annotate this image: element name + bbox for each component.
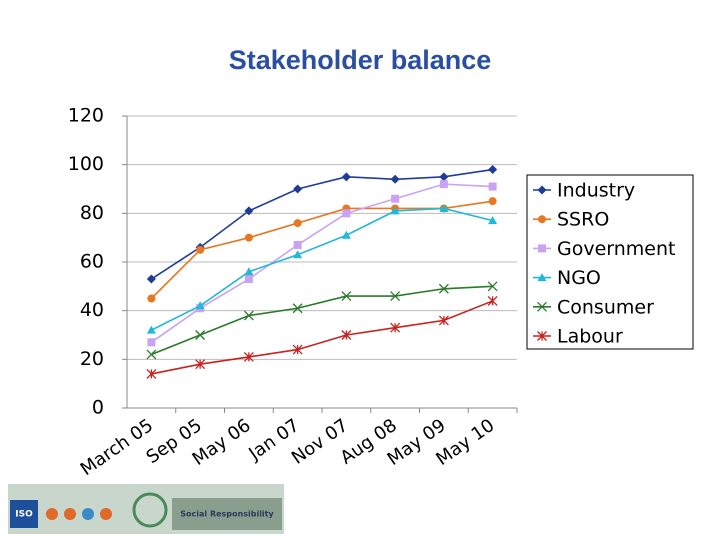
marker [390,322,401,333]
iso-box [10,500,38,528]
figure [82,508,94,520]
legend-label: SSRO [557,209,609,231]
marker [292,303,303,314]
marker [439,172,449,182]
banner-text: Social Responsibility [180,510,274,519]
chart-title: Stakeholder balance [229,45,492,75]
y-tick-label: 20 [80,348,104,370]
marker [537,331,547,341]
marker [293,219,302,228]
marker [146,325,156,334]
legend-label: Industry [557,180,635,202]
marker [244,206,254,216]
marker [390,206,400,215]
marker [146,349,157,360]
marker [342,209,351,218]
iso-text: ISO [15,510,33,520]
figure [100,508,112,520]
marker [487,295,498,306]
marker [196,245,205,254]
marker [438,315,449,326]
footer-logo: ISO Social Responsibility [8,484,284,534]
legend-label: NGO [557,267,601,289]
marker [244,233,253,242]
marker [147,338,156,347]
series-line [151,207,493,331]
marker [146,274,156,284]
marker [341,172,351,182]
y-tick-label: 60 [80,251,104,273]
marker [488,216,498,225]
marker [438,283,449,294]
marker [439,203,449,212]
marker [293,240,302,249]
marker [390,291,401,302]
marker [537,301,547,312]
marker [146,368,157,379]
marker [341,230,351,239]
series-line [150,168,493,280]
series-line [151,300,493,375]
marker [243,351,254,362]
marker [244,267,254,276]
marker [292,344,303,355]
marker [293,250,303,259]
marker [147,294,156,303]
marker [538,244,546,253]
series-line [151,285,493,356]
y-tick-label: 120 [68,105,104,127]
y-tick-label: 80 [80,202,104,224]
marker [243,310,254,321]
x-tick-label: March 05 [77,415,157,480]
marker [488,197,497,206]
marker [293,184,303,194]
marker [390,174,400,184]
y-tick-label: 40 [80,299,104,321]
marker [488,182,497,191]
y-tick-label: 0 [92,397,104,419]
y-tick-label: 100 [68,153,104,175]
marker [195,330,206,340]
marker [341,330,352,340]
marker [488,165,498,175]
figure [64,508,76,520]
sr-ring [132,492,168,528]
series-line [150,183,493,343]
marker [439,180,448,189]
marker [391,194,400,203]
legend-label: Labour [557,326,623,348]
marker [537,185,547,195]
marker [487,281,498,292]
marker [538,215,546,224]
legend-label: Consumer [557,296,654,318]
legend-box [526,174,694,350]
legend-label: Government [557,238,676,260]
marker [244,275,253,284]
marker [195,359,206,370]
marker [341,291,352,302]
banner-strip [172,498,282,530]
marker [195,301,205,310]
marker [537,273,547,282]
figure [46,508,58,520]
